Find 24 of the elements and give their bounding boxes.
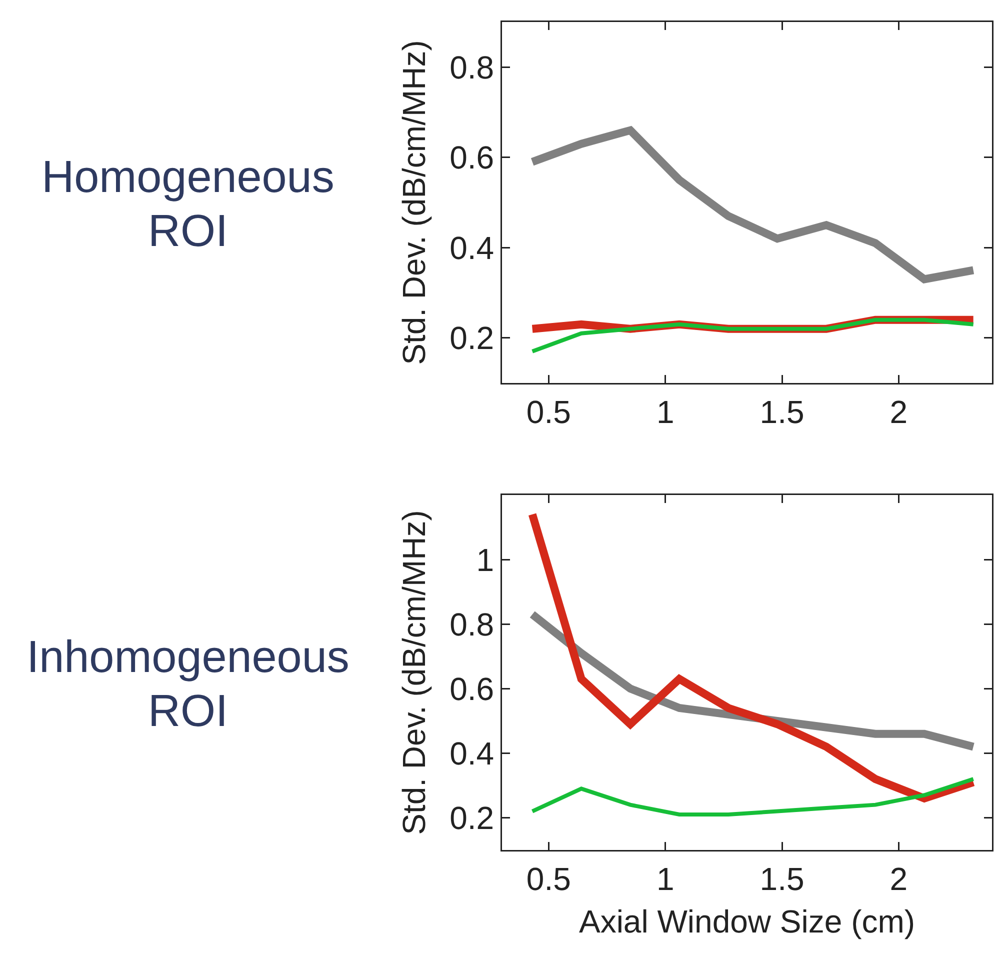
y-axis-title: Std. Dev. (dB/cm/MHz): [396, 510, 432, 835]
line-series: [530, 318, 976, 354]
x-tick-label: 1.5: [760, 394, 804, 430]
y-tick-label: 0.6: [450, 670, 494, 707]
y-axis-title: Std. Dev. (dB/cm/MHz): [396, 40, 432, 365]
y-tick-label: 0.4: [450, 735, 494, 772]
x-tick-label: 2: [890, 860, 908, 897]
x-tick-label: 0.5: [526, 860, 571, 897]
y-tick-label: 0.2: [450, 800, 494, 836]
y-tick-label: 0.2: [450, 320, 494, 356]
y-tick-label: 0.6: [450, 140, 494, 176]
line-series: [530, 777, 976, 816]
y-tick-label: 0.8: [450, 606, 494, 642]
x-tick-label: 0.5: [526, 394, 571, 430]
x-tick-label: 1: [656, 394, 674, 430]
x-tick-label: 2: [890, 394, 908, 430]
x-axis-title: Axial Window Size (cm): [578, 904, 916, 940]
y-tick-label: 0.8: [450, 49, 494, 86]
x-tick-label: 1.5: [760, 860, 804, 897]
text: Inhomogeneous ROI: [26, 630, 350, 738]
text: Homogeneous ROI: [40, 150, 336, 258]
y-tick-label: 0.4: [450, 230, 494, 266]
x-tick-label: 1: [656, 860, 674, 897]
y-tick-label: 1: [476, 542, 494, 578]
